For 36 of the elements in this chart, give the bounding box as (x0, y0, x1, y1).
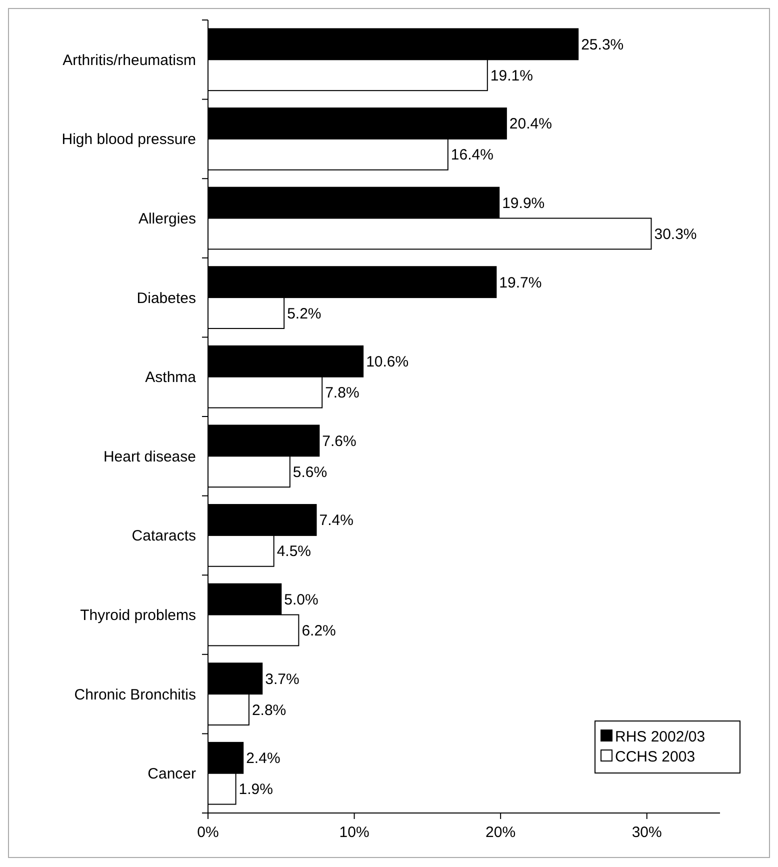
data-label: 6.2% (302, 622, 336, 640)
y-tick-label: Allergies (138, 210, 196, 228)
x-tick-label: 20% (486, 824, 516, 841)
data-label: 5.2% (287, 305, 322, 322)
x-tick-label: 0% (197, 824, 219, 841)
data-label: 7.8% (325, 384, 360, 402)
data-label: 19.1% (490, 67, 533, 84)
data-label: 2.8% (252, 702, 286, 719)
y-tick-label: Diabetes (136, 290, 196, 307)
legend-label: RHS 2002/03 (615, 728, 706, 746)
x-tick-label: 30% (632, 824, 662, 841)
data-label: 25.3% (581, 36, 624, 54)
data-label: 3.7% (265, 670, 300, 688)
x-tick-label: 10% (339, 824, 370, 841)
y-tick-label: Asthma (145, 369, 197, 386)
data-label: 7.6% (322, 432, 356, 450)
y-tick-label: Heart disease (103, 448, 196, 466)
legend-label: CCHS 2003 (615, 748, 696, 766)
data-label: 16.4% (450, 146, 494, 164)
y-tick-label: High blood pressure (62, 131, 196, 148)
data-label: 30.3% (654, 226, 697, 243)
y-tick-label: Cataracts (132, 528, 196, 545)
data-label: 19.7% (499, 274, 542, 292)
data-label: 5.6% (292, 464, 328, 481)
data-label: 2.4% (246, 750, 280, 768)
data-label: 10.6% (366, 354, 409, 371)
data-label: 19.9% (502, 195, 545, 212)
data-label: 7.4% (319, 512, 354, 530)
y-tick-label: Arthritis/rheumatism (62, 52, 196, 69)
y-tick-label: Cancer (148, 766, 196, 783)
data-label: 4.5% (276, 543, 312, 560)
data-label: 20.4% (509, 116, 552, 133)
y-tick-label: Thyroid problems (80, 607, 196, 624)
data-label: 5.0% (284, 592, 318, 609)
data-label: 1.9% (238, 781, 273, 798)
y-tick-label: Chronic Bronchitis (74, 686, 196, 704)
